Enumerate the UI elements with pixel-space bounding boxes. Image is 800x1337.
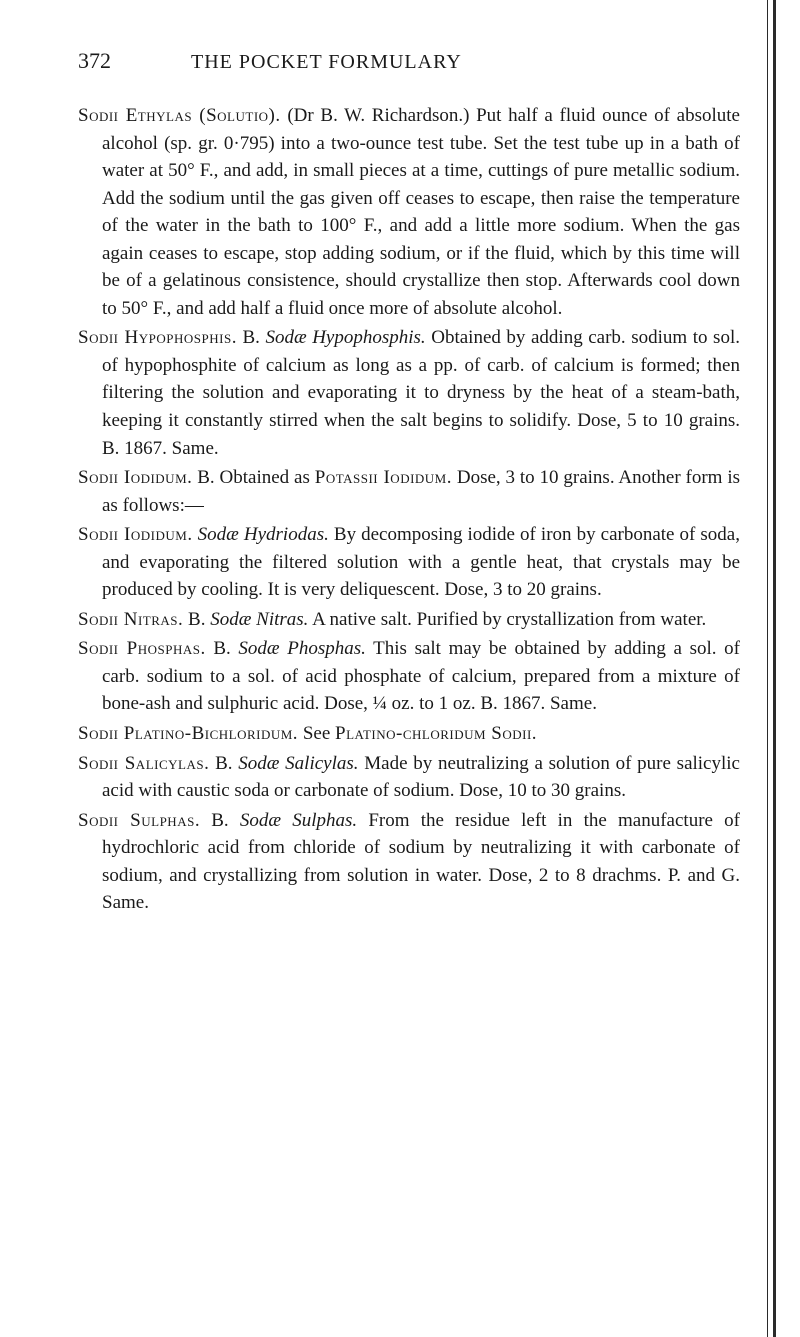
- page-rule-outer: [773, 0, 776, 1337]
- entry-lead: Sodii Salicylas.: [78, 753, 209, 774]
- page-number: 372: [78, 48, 111, 74]
- entry-lead: Sodii Iodidum.: [78, 524, 193, 545]
- entry-lead: Sodii Sulphas.: [78, 810, 200, 831]
- entry: Sodii Iodidum. Sodæ Hydriodas. By decomp…: [78, 521, 740, 604]
- entry-lead: Sodii Nitras.: [78, 609, 183, 630]
- entry: Sodii Iodidum. B. Obtained as Potassii I…: [78, 464, 740, 519]
- entry: Sodii Nitras. B. Sodæ Nitras. A native s…: [78, 606, 740, 634]
- entry-italic: Sodæ Phosphas.: [238, 638, 365, 659]
- entry-italic: Sodæ Sulphas.: [240, 810, 357, 831]
- entry-body: A native salt. Purified by crystallizati…: [308, 609, 706, 630]
- entry-lead: Sodii Hypophosphis.: [78, 327, 237, 348]
- entry-body-pre: B.: [237, 327, 266, 348]
- entry-body-pre: B.: [209, 753, 238, 774]
- page-content: Sodii Ethylas (Solutio). (Dr B. W. Richa…: [78, 102, 740, 917]
- entry-body-pre: B.: [183, 609, 210, 630]
- entry-italic: Sodæ Salicylas.: [238, 753, 358, 774]
- entry-italic: Sodæ Hydriodas.: [198, 524, 329, 545]
- page-rule-inner: [767, 0, 768, 1337]
- entry: Sodii Platino-Bichloridum. See Platino-c…: [78, 720, 740, 748]
- entry-lead: Sodii Iodidum.: [78, 467, 192, 488]
- page-title: THE POCKET FORMULARY: [191, 51, 462, 74]
- entry: Sodii Ethylas (Solutio). (Dr B. W. Richa…: [78, 102, 740, 322]
- entry-body-pre: B.: [200, 810, 240, 831]
- page-header: 372 THE POCKET FORMULARY: [78, 48, 740, 74]
- entry-lead: Sodii Phosphas.: [78, 638, 206, 659]
- entry-body-pre: See: [298, 723, 335, 744]
- entry-italic: Sodæ Nitras.: [210, 609, 308, 630]
- entry-body: (Dr B. W. Richardson.) Put half a fluid …: [102, 105, 740, 319]
- entry: Sodii Sulphas. B. Sodæ Sulphas. From the…: [78, 807, 740, 917]
- entry-smallcaps: Potassii Iodidum.: [315, 467, 452, 488]
- entry: Sodii Phosphas. B. Sodæ Phosphas. This s…: [78, 635, 740, 718]
- entry: Sodii Hypophosphis. B. Sodæ Hypophosphis…: [78, 324, 740, 462]
- entry: Sodii Salicylas. B. Sodæ Salicylas. Made…: [78, 750, 740, 805]
- entry-lead: Sodii Platino-Bichloridum.: [78, 723, 298, 744]
- entry-smallcaps: Platino-chloridum Sodii.: [335, 723, 537, 744]
- entry-body-pre: B. Obtained as: [192, 467, 314, 488]
- entry-lead: Sodii Ethylas (Solutio).: [78, 105, 281, 126]
- entry-italic: Sodæ Hypophosphis.: [265, 327, 425, 348]
- entry-body-pre: B.: [206, 638, 239, 659]
